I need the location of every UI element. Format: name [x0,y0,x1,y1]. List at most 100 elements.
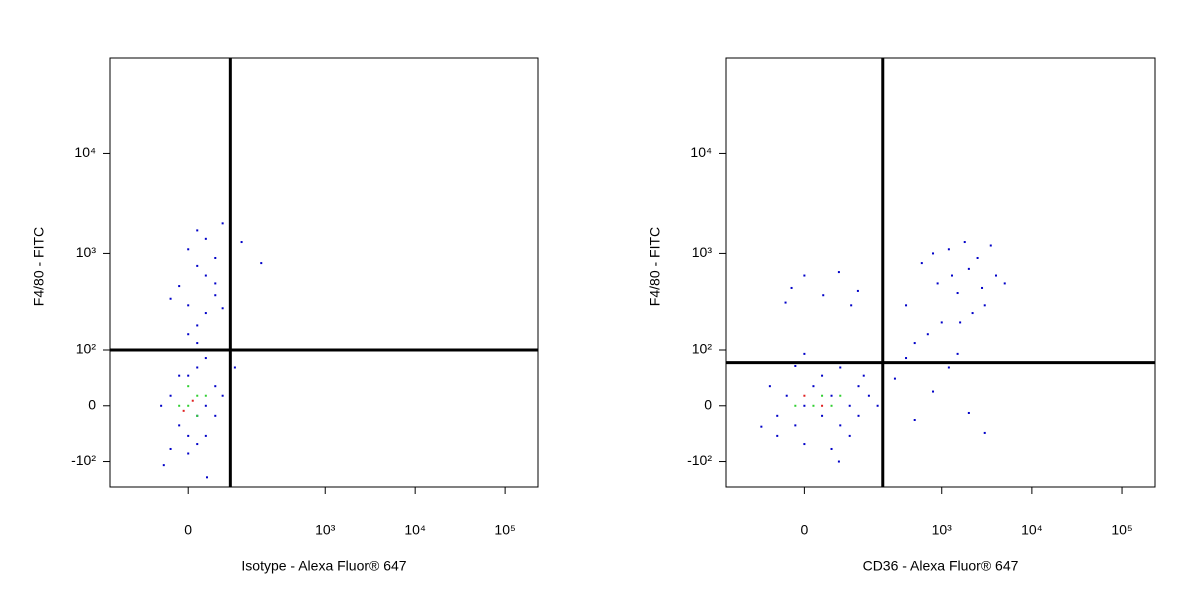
event-dot [830,447,833,450]
event-dot [191,399,194,402]
event-dot [206,476,209,479]
event-dot [821,394,824,397]
y-tick-label: 10⁴ [690,144,712,160]
event-dot [947,366,950,369]
event-dot [196,366,199,369]
event-dot [857,414,860,417]
event-dot [812,385,815,388]
event-dot [981,286,984,289]
event-dot [776,414,779,417]
event-dot [187,333,190,336]
event-dot [956,292,959,295]
event-dot [913,419,916,422]
event-dot [240,241,243,244]
event-dot [905,357,908,360]
event-dot [803,394,806,397]
event-dot [204,404,207,407]
x-tick-label: 10⁴ [404,522,426,538]
event-dot [214,282,217,285]
event-dot [976,256,979,259]
event-dot [204,434,207,437]
event-dot [196,264,199,267]
event-dot [905,304,908,307]
event-dot [794,364,797,367]
event-dot [932,252,935,255]
y-axis-title: F4/80 - FITC [31,227,47,306]
event-dot [830,404,833,407]
event-dot [221,222,224,225]
event-dot [947,248,950,251]
event-dot [178,424,181,427]
event-dot [794,404,797,407]
event-dot [959,321,962,324]
y-tick-label: 10² [76,341,97,357]
event-dot [994,274,997,277]
event-dot [839,424,842,427]
event-dot [187,304,190,307]
event-dot [971,312,974,315]
event-dot [187,434,190,437]
event-dot [837,271,840,274]
event-dot [983,431,986,434]
event-dot [221,394,224,397]
event-dot [785,394,788,397]
event-dot [1003,282,1006,285]
event-dot [204,237,207,240]
event-dot [776,434,779,437]
y-tick-label: 10³ [692,244,713,260]
event-dot [169,447,172,450]
event-dot [204,274,207,277]
event-dot [830,394,833,397]
event-dot [204,394,207,397]
event-dot [160,404,163,407]
event-dot [821,374,824,377]
event-dot [821,414,824,417]
event-dot [956,352,959,355]
y-tick-label: 10³ [76,244,97,260]
event-dot [967,411,970,414]
event-dot [221,307,224,310]
event-dot [794,424,797,427]
event-dot [848,404,851,407]
event-dot [204,357,207,360]
event-dot [768,385,771,388]
y-tick-label: 0 [88,396,96,412]
event-dot [196,324,199,327]
event-dot [196,342,199,345]
event-dot [876,404,879,407]
event-dot [803,274,806,277]
event-dot [178,374,181,377]
event-dot [214,385,217,388]
x-tick-label: 10⁵ [494,522,515,538]
event-dot [196,394,199,397]
event-dot [260,262,263,265]
y-tick-label: 10⁴ [74,144,96,160]
event-dot [839,366,842,369]
event-dot [204,312,207,315]
event-dot [196,414,199,417]
event-dot [862,374,865,377]
y-tick-label: -10² [687,452,712,468]
event-dot [233,366,236,369]
x-tick-label: 10⁴ [1021,522,1043,538]
x-tick-label: 10³ [932,522,953,538]
event-dot [913,342,916,345]
event-dot [936,282,939,285]
event-dot [196,443,199,446]
event-dot [790,286,793,289]
event-dot [893,377,896,380]
event-dot [983,304,986,307]
event-dot [963,241,966,244]
event-dot [214,256,217,259]
event-dot [187,404,190,407]
event-dot [837,460,840,463]
event-dot [178,404,181,407]
plot-frame [725,57,1156,488]
event-dot [926,333,929,336]
event-dot [187,385,190,388]
event-dot [214,294,217,297]
plot-frame [109,57,539,488]
event-dot [932,390,935,393]
event-dot [803,443,806,446]
